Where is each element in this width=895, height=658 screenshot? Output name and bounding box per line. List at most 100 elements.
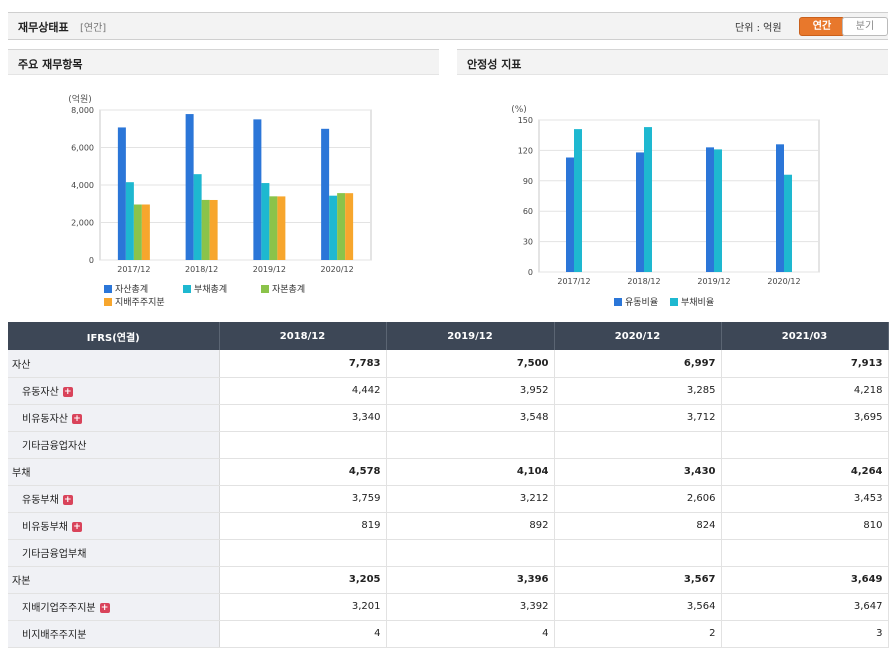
balance-sheet-table: IFRS(연결) 2018/12 2019/12 2020/12 2021/03… (8, 322, 889, 648)
row-label-text: 기타금융업자산 (22, 441, 87, 452)
bar-자산총계 (117, 127, 126, 260)
row-label-text: 비유동자산 (22, 414, 68, 425)
table-cell: 819 (219, 512, 387, 540)
bar-부채총계 (125, 182, 134, 260)
y-tick-label: 30 (523, 238, 533, 247)
bar-자산총계 (253, 119, 262, 260)
chart-title-major: 주요 재무항목 (18, 58, 83, 71)
x-tick-label: 2020/12 (321, 265, 354, 274)
table-cell: 3,759 (219, 485, 387, 513)
table-cell: 3,285 (554, 377, 722, 405)
table-row: 비지배주주지분 4 4 2 3 (8, 620, 889, 648)
chart-panel-header-major: 주요 재무항목 (8, 49, 439, 75)
table-cell: 3,396 (386, 566, 555, 594)
x-tick-label: 2018/12 (185, 265, 218, 274)
bar-자산총계 (185, 114, 194, 260)
bar-부채비율 (644, 127, 652, 272)
expand-plus-icon[interactable]: + (62, 387, 73, 397)
bar-부채총계 (261, 183, 270, 260)
row-label: 지배기업주주지분 + (8, 593, 220, 621)
table-cell: 4,442 (219, 377, 387, 405)
x-tick-label: 2019/12 (253, 265, 286, 274)
bar-유동비율 (636, 152, 644, 272)
table-cell: 892 (386, 512, 555, 540)
table-row: 지배기업주주지분 +3,201 3,392 3,564 3,647 (8, 593, 889, 621)
legend-swatch (183, 285, 191, 293)
table-cell: 3,205 (219, 566, 387, 594)
legend-swatch (670, 298, 678, 306)
chart-title-stability: 안정성 지표 (467, 58, 522, 71)
table-cell: 3,340 (219, 404, 387, 432)
row-label-text: 지배기업주주지분 (22, 603, 96, 614)
stability-chart: 0 30 60 90 120 150(%) 2017/12 2018/12 2019/12 202… (511, 105, 820, 308)
annual-button[interactable]: 연간 (799, 17, 845, 36)
y-tick-label: 0 (528, 268, 533, 277)
legend-label: 자산총계 (115, 283, 148, 295)
table-cell: 3,430 (554, 458, 722, 486)
y-tick-label: 150 (518, 116, 533, 125)
table-cell: 4,104 (386, 458, 555, 486)
table-row: 유동자산 +4,442 3,952 3,285 4,218 (8, 377, 889, 405)
expand-plus-icon[interactable]: + (72, 522, 82, 532)
table-cell: 2 (554, 620, 722, 648)
table-cell: 3,952 (386, 377, 555, 405)
col-header-ifrs: IFRS(연결) (8, 322, 220, 350)
table-cell: 3,567 (554, 566, 722, 594)
table-row: 비유동자산 +3,340 3,548 3,712 3,695 (8, 404, 889, 432)
table-header-row: IFRS(연결) 2018/12 2019/12 2020/12 2021/03 (8, 322, 889, 350)
table-cell: 4,218 (721, 377, 889, 405)
row-label: 자산 (8, 350, 220, 378)
table-cell (554, 539, 722, 567)
y-tick-label: 120 (518, 146, 533, 155)
row-label-text: 유동자산 (22, 387, 59, 398)
table-row: 비유동부채 +819 892 824 810 (8, 512, 889, 540)
col-header-2021-03: 2021/03 (721, 322, 889, 350)
table-cell: 3 (721, 620, 889, 648)
bar-자본총계 (269, 196, 278, 260)
bar-유동비율 (706, 147, 714, 272)
table-row: 자본 3,205 3,396 3,567 3,649 (8, 566, 889, 594)
table-cell: 4 (219, 620, 387, 648)
bar-지배주주지분 (277, 196, 286, 260)
expand-plus-icon[interactable]: + (99, 603, 110, 613)
row-label: 비유동부채 + (8, 512, 220, 540)
row-label: 기타금융업자산 (8, 431, 220, 459)
x-tick-label: 2017/12 (557, 277, 590, 286)
table-cell (386, 539, 555, 567)
table-row: 기타금융업부채 (8, 539, 889, 567)
row-label: 유동자산 + (8, 377, 220, 405)
quarter-button[interactable]: 분기 (842, 17, 888, 36)
row-label-text: 유동부채 (22, 495, 59, 506)
chart-panel-header-stability: 안정성 지표 (457, 49, 888, 75)
table-cell (219, 431, 387, 459)
table-cell: 810 (721, 512, 889, 540)
y-tick-label: 60 (523, 207, 533, 216)
legend-label: 자본총계 (272, 283, 305, 295)
row-label: 비유동자산 + (8, 404, 220, 432)
col-header-2019-12: 2019/12 (386, 322, 555, 350)
y-axis-unit: (억원) (68, 93, 92, 105)
col-header-2020-12: 2020/12 (554, 322, 722, 350)
statement-header: 재무상태표 [연간] 단위 : 억원 연간 분기 (8, 12, 888, 40)
row-label-text: 자산 (12, 359, 31, 371)
row-label: 부채 (8, 458, 220, 486)
legend-swatch (261, 285, 269, 293)
table-row: 기타금융업자산 (8, 431, 889, 459)
table-cell: 824 (554, 512, 722, 540)
legend-swatch (614, 298, 622, 306)
expand-plus-icon[interactable]: + (72, 414, 82, 424)
row-label-text: 기타금융업부채 (22, 549, 87, 560)
legend-swatch (104, 285, 112, 293)
y-tick-label: 4,000 (71, 181, 94, 190)
expand-plus-icon[interactable]: + (62, 495, 73, 505)
bar-부채비율 (714, 149, 722, 272)
x-tick-label: 2018/12 (627, 277, 660, 286)
bar-지배주주지분 (345, 193, 354, 260)
table-cell: 3,212 (386, 485, 555, 513)
legend-label: 부채총계 (194, 283, 227, 295)
table-cell (554, 431, 722, 459)
table-cell: 2,606 (554, 485, 722, 513)
table-cell (721, 539, 889, 567)
table-cell: 7,500 (386, 350, 555, 378)
bar-유동비율 (566, 157, 574, 272)
